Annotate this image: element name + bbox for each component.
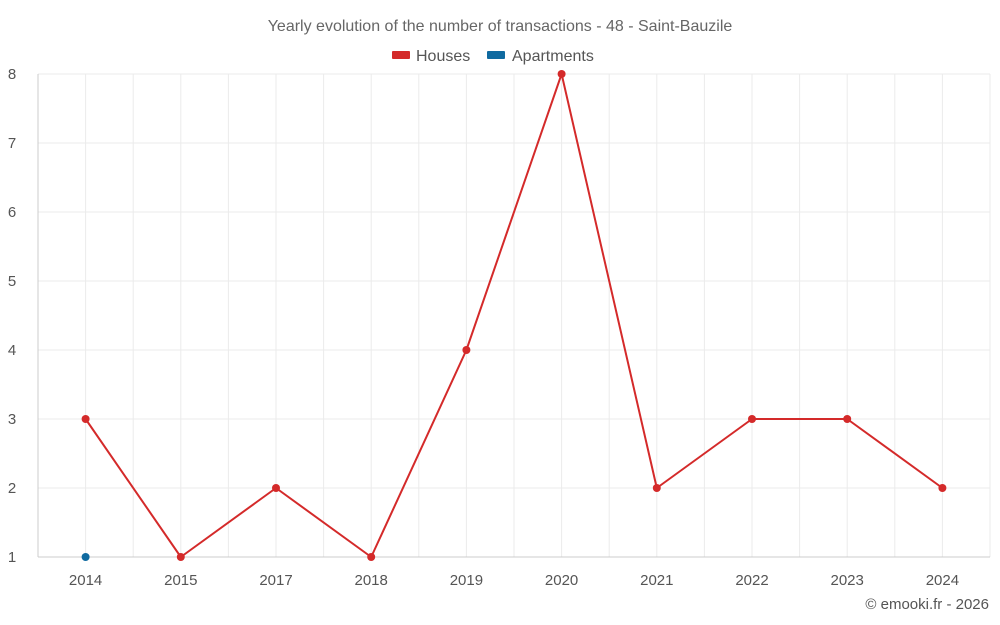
legend-label-apartments[interactable]: Apartments: [512, 48, 594, 65]
x-tick-label: 2018: [355, 572, 388, 589]
data-point-houses[interactable]: [272, 484, 280, 492]
x-tick-label: 2020: [545, 572, 578, 589]
data-point-houses[interactable]: [557, 70, 566, 78]
x-tick-label: 2021: [640, 572, 673, 589]
legend-swatch-houses: [392, 51, 410, 59]
series-line-houses: [84, 73, 943, 558]
y-tick-label: 1: [8, 549, 16, 566]
data-point-houses[interactable]: [81, 415, 90, 423]
data-point-apartments[interactable]: [81, 553, 90, 561]
data-point-houses[interactable]: [843, 415, 852, 423]
data-point-houses[interactable]: [938, 484, 947, 492]
x-tick-label: 2015: [164, 572, 197, 589]
x-axis: 2014 2015 2017 2018 2019 2020 2021 2022 2023 2024: [38, 556, 990, 589]
y-tick-label: 4: [8, 342, 16, 359]
y-tick-label: 2: [8, 480, 16, 497]
y-tick-label: 8: [8, 66, 16, 83]
chart-title: Yearly evolution of the number of transa…: [268, 18, 733, 35]
data-point-houses[interactable]: [462, 346, 471, 354]
y-tick-label: 3: [8, 411, 16, 428]
y-tick-label: 7: [8, 135, 16, 152]
data-point-houses[interactable]: [176, 553, 185, 561]
data-point-houses[interactable]: [367, 553, 376, 561]
x-tick-label: 2023: [831, 572, 864, 589]
x-tick-label: 2014: [69, 572, 102, 589]
series: [81, 70, 947, 561]
data-point-houses[interactable]: [652, 484, 661, 492]
y-tick-label: 6: [8, 204, 16, 221]
legend-swatch-apartments: [487, 51, 505, 59]
x-tick-label: 2022: [735, 572, 768, 589]
legend: Houses Apartments: [392, 48, 594, 65]
data-point-houses[interactable]: [748, 415, 756, 423]
y-axis: 1 2 3 4 5 6 7 8: [8, 66, 39, 566]
x-tick-label: 2017: [259, 572, 292, 589]
x-tick-label: 2019: [450, 572, 483, 589]
y-tick-label: 5: [8, 273, 16, 290]
x-tick-label: 2024: [926, 572, 959, 589]
credit-text: © emooki.fr - 2026: [865, 596, 989, 613]
legend-label-houses[interactable]: Houses: [416, 48, 470, 65]
gridlines: [37, 73, 991, 558]
